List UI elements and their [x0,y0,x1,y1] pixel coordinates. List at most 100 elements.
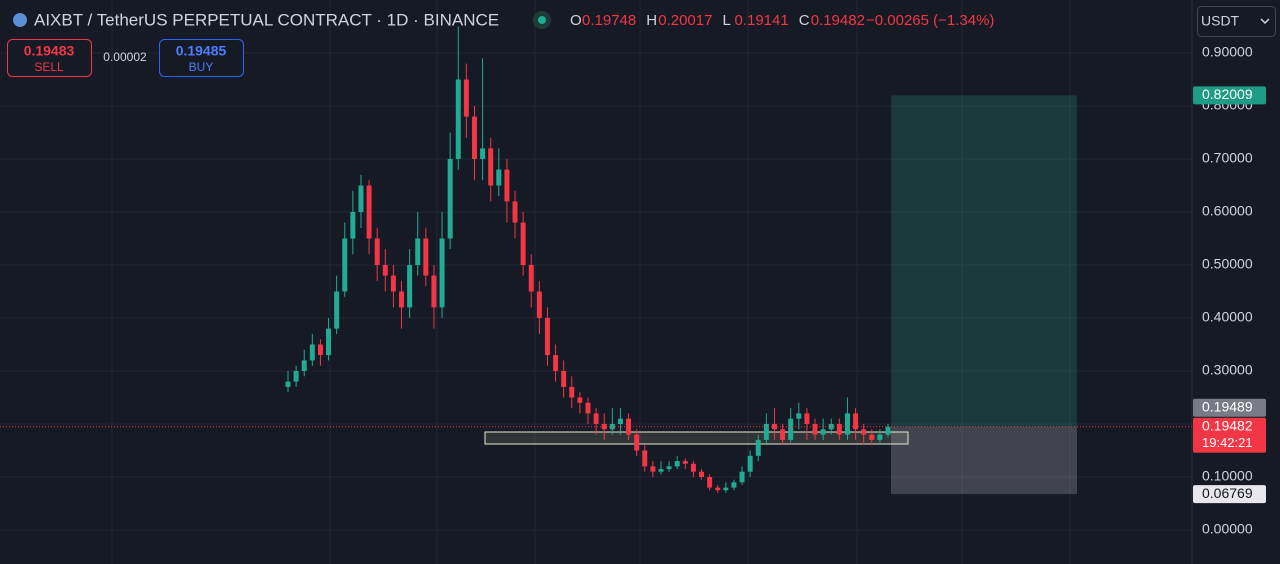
candle-body [342,238,348,292]
candle-body [544,318,550,356]
candle-body [463,79,469,117]
candle-body [496,169,502,186]
candle-body [601,424,607,430]
countdown: 19:42:21 [1202,435,1253,450]
price-tick-label: 0.40000 [1202,309,1253,325]
ohlc-value: 0.19482 [811,12,865,29]
candle-body [626,418,632,435]
candle-body [326,328,332,356]
candle-body [480,148,486,159]
candle-body [731,482,737,488]
candle-body [634,434,640,451]
candle-body [869,434,875,440]
price-tag [1193,417,1266,453]
candle-body [763,424,769,440]
candle-body [285,381,291,387]
candle-body [512,201,518,223]
candle-body [407,265,413,308]
price-tick-label: 0.70000 [1202,150,1253,166]
candle-body [682,461,688,464]
currency-label[interactable]: USDT [1201,13,1240,29]
candle-body [699,471,705,477]
candle-body [301,360,307,371]
ohlc-value: 0.20017 [658,12,712,29]
candle-body [293,371,299,382]
candle-body [471,116,477,159]
candle-body [715,487,721,491]
buy-label[interactable]: BUY [189,60,214,74]
price-tick-label: 0.10000 [1202,468,1253,484]
spread: 0.00002 [103,50,147,64]
candle-body [885,426,891,435]
ohlc-value: 0.19141 [734,12,788,29]
candle-body [844,413,850,435]
candle-body [755,439,761,456]
price-tag-label: 0.19489 [1202,398,1253,414]
currency-select[interactable]: USDT [1197,6,1276,37]
candle-body [877,434,883,440]
candle-body [382,265,388,276]
loss-zone [891,426,1077,495]
candle-body [374,238,380,265]
candle-body [820,429,826,435]
candle-body [658,469,664,472]
candle-body [739,471,745,483]
candle-body [569,386,575,398]
candle-body [788,418,794,440]
candle-body [350,212,356,239]
price-tick-label: 0.30000 [1202,362,1253,378]
ohlc-key: C [799,12,810,29]
candle-body [334,291,340,329]
sell-label[interactable]: SELL [34,60,64,74]
candle-body [309,344,315,361]
candle-body [804,413,810,424]
ohlc-value: 0.19748 [582,12,636,29]
candle-body [666,466,672,470]
candle-body [561,371,567,387]
candle-body [528,265,534,292]
price-tag [1193,86,1266,105]
vertical-grid [111,0,1071,564]
price-tag-label: 0.82009 [1202,86,1253,102]
candle-body [520,222,526,265]
ohlc-key: L [722,12,730,29]
candle-body [423,238,429,276]
candle-body [399,291,405,308]
candle-body [812,424,818,435]
sell-price[interactable]: 0.19483 [24,43,75,59]
price-tag-label: 0.06769 [1202,485,1253,501]
candle-body [617,418,623,424]
price-tick-label: 0.60000 [1202,203,1253,219]
currency-box[interactable] [1197,6,1276,37]
price-change: −0.00265 (−1.34%) [866,12,994,29]
candle-body [650,466,656,472]
candle-body [577,397,583,403]
price-tick-label: 0.00000 [1202,521,1253,537]
ohlc-values: O 0.19748 H 0.20017 L 0.19141 C 0.19482 [570,12,865,29]
dropdown-arrow[interactable] [1260,18,1270,25]
candle-body [455,79,461,159]
candle-body [690,463,696,472]
ohlc-key: H [646,12,657,29]
candle-body [674,461,680,467]
header: AIXBT / TetherUS PERPETUAL CONTRACT · 1D… [13,10,994,29]
candle-body [366,185,372,239]
support-zone [484,431,909,445]
sell-button[interactable] [7,39,92,77]
candle-body [504,169,510,202]
candle-body [317,344,323,356]
candle-body [447,159,453,239]
candle-body [747,455,753,472]
buy-button[interactable] [159,39,244,77]
candle-body [488,148,494,186]
candle-body [390,275,396,292]
candle-body [780,429,786,440]
price-tick-label: 0.50000 [1202,256,1253,272]
candle-body [593,413,599,424]
candle-body [853,413,859,430]
candle-body [358,185,364,212]
buy-price[interactable]: 0.19485 [176,43,227,59]
candle-body [796,413,802,419]
